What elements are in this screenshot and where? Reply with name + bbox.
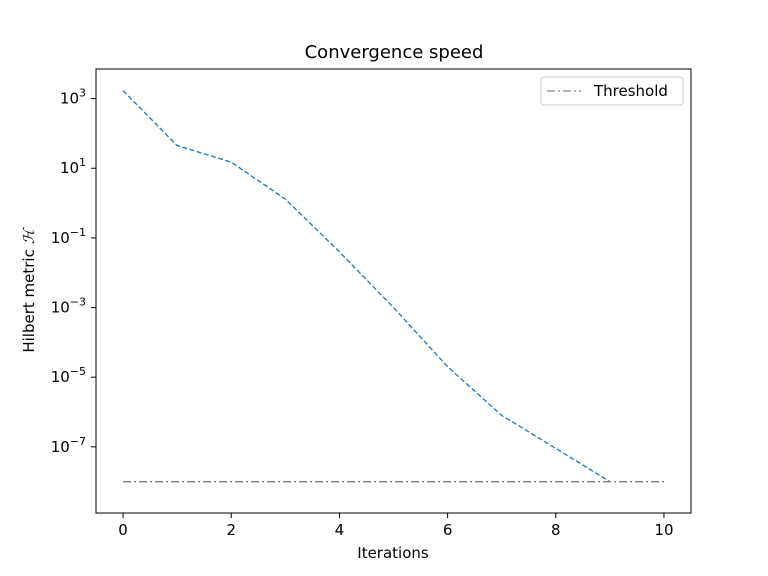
plot-lines	[122, 90, 664, 483]
x-tick-label: 10	[654, 521, 673, 539]
x-tick-label: 4	[335, 521, 345, 539]
y-tick-label: 10−3	[51, 296, 86, 317]
legend: Threshold	[540, 76, 684, 106]
legend-label-threshold: Threshold	[593, 82, 668, 100]
x-tick-label: 0	[118, 521, 128, 539]
y-axis-label: Hilbert metric ℋ	[20, 227, 38, 352]
plot-frame	[95, 68, 692, 514]
y-tick-label: 103	[60, 87, 86, 108]
legend-box	[540, 76, 684, 106]
y-tick-label: 10−1	[51, 226, 86, 247]
x-axis-ticks: 0 2 4 6 8 10	[118, 513, 674, 539]
y-axis-label-symbol: ℋ	[20, 227, 38, 244]
x-tick-label: 2	[226, 521, 236, 539]
y-axis-label-text: Hilbert metric	[20, 249, 38, 352]
y-tick-label: 10−7	[51, 435, 86, 456]
y-tick-label: 10−5	[51, 365, 86, 386]
chart-title: Convergence speed	[305, 42, 484, 63]
y-axis-ticks: 103 101 10−1 10−3 10−5 10−7	[51, 87, 96, 456]
x-tick-label: 6	[443, 521, 453, 539]
y-tick-label: 101	[60, 156, 86, 177]
series-line-hilbert-metric	[122, 90, 611, 483]
x-axis-label: Iterations	[357, 544, 429, 562]
x-tick-label: 8	[551, 521, 561, 539]
